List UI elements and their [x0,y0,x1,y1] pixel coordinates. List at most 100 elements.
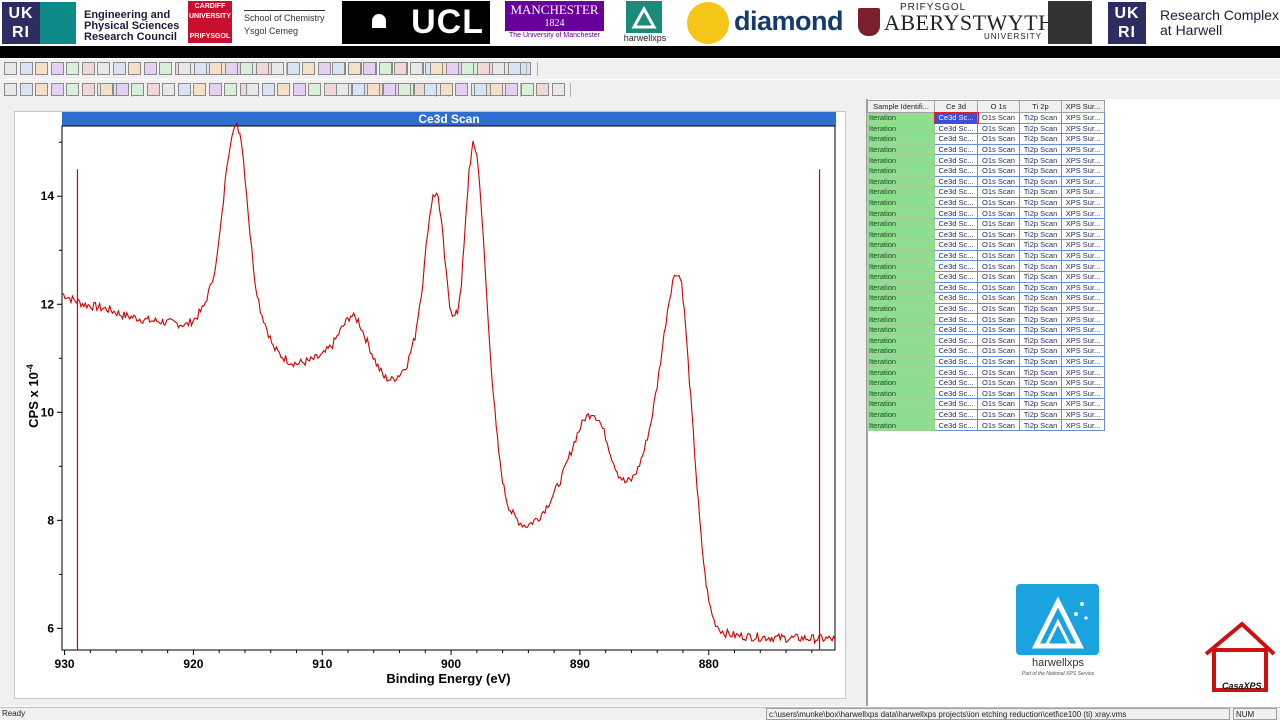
vamas-block-cell[interactable]: Ti2p Scan [1019,186,1062,198]
vamas-block-cell[interactable]: Ti2p Scan [1019,345,1062,357]
toolbar-button-icon[interactable] [382,83,396,96]
vamas-block-cell[interactable]: XPS Sur... [1061,376,1105,389]
toolbar-button-icon[interactable] [551,83,565,96]
toolbar-button-icon[interactable] [520,83,534,96]
column-header-ti2p[interactable]: Ti 2p [1019,100,1062,113]
vamas-block-cell[interactable]: Ti2p Scan [1019,313,1062,325]
vamas-block-cell[interactable]: Ce3d Sc... [934,260,978,272]
vamas-block-cell[interactable]: Ti2p Scan [1019,419,1062,431]
sample-id-cell[interactable]: Iteration [867,143,935,156]
toolbar-button-icon[interactable] [409,62,423,75]
sample-id-cell[interactable]: Iteration [867,345,935,357]
vamas-block-cell[interactable]: O1s Scan [977,133,1020,145]
vamas-block-cell[interactable]: O1s Scan [977,175,1020,188]
sample-id-cell[interactable]: Iteration [867,122,935,135]
vamas-block-cell[interactable]: XPS Sur... [1061,112,1105,124]
toolbar-button-icon[interactable] [97,62,110,75]
vamas-block-cell[interactable]: Ti2p Scan [1019,387,1062,400]
vamas-block-cell[interactable]: XPS Sur... [1061,387,1105,400]
toolbar-button-icon[interactable] [302,62,315,75]
vamas-block-cell[interactable]: O1s Scan [977,281,1020,294]
toolbar-button-icon[interactable] [363,62,376,75]
vamas-block-cell[interactable]: XPS Sur... [1061,398,1105,410]
table-row[interactable]: Iteration Ce3d Sc... O1s Scan Ti2p Scan XPS … [867,196,1105,209]
toolbar-button-icon[interactable] [476,62,490,75]
sample-id-cell[interactable]: Iteration [867,292,935,304]
vamas-block-cell[interactable]: XPS Sur... [1061,249,1105,262]
vamas-block-cell[interactable]: Ti2p Scan [1019,175,1062,188]
toolbar-button-icon[interactable] [66,62,79,75]
sample-id-cell[interactable]: Iteration [867,133,935,145]
column-header-xps-survey[interactable]: XPS Sur... [1061,100,1105,113]
region-markers[interactable] [76,169,821,650]
vamas-block-cell[interactable]: Ce3d Sc... [934,122,978,135]
vamas-block-cell[interactable]: XPS Sur... [1061,323,1105,336]
table-row[interactable]: Iteration Ce3d Sc... O1s Scan Ti2p Scan XPS … [867,122,1105,135]
vamas-block-cell[interactable]: Ce3d Sc... [934,366,978,378]
vamas-block-cell[interactable]: Ce3d Sc... [934,175,978,188]
sample-id-cell[interactable]: Iteration [867,207,935,219]
vamas-block-cell[interactable]: Ce3d Sc... [934,376,978,389]
vamas-block-cell[interactable]: O1s Scan [977,387,1020,400]
column-header-sample-id[interactable]: Sample Identifi... [867,100,935,113]
vamas-block-cell[interactable]: Ce3d Sc... [934,313,978,325]
sample-id-cell[interactable]: Iteration [867,366,935,378]
table-row[interactable]: Iteration Ce3d Sc... O1s Scan Ti2p Scan XPS … [867,270,1105,283]
vamas-block-cell[interactable]: XPS Sur... [1061,196,1105,209]
toolbar-button-icon[interactable] [208,83,222,96]
toolbar-button-icon[interactable] [351,83,365,96]
vamas-block-cell[interactable]: O1s Scan [977,207,1020,219]
toolbar-button-icon[interactable] [439,83,453,96]
toolbar-button-icon[interactable] [193,83,206,96]
toolbar-button-icon[interactable] [336,83,349,96]
vamas-block-cell[interactable]: Ce3d Sc... [934,323,978,336]
vamas-block-cell[interactable]: Ti2p Scan [1019,122,1062,135]
vamas-block-cell[interactable]: Ce3d Sc... [934,164,978,177]
sample-id-cell[interactable]: Iteration [867,302,935,315]
sample-id-cell[interactable]: Iteration [867,154,935,166]
vamas-block-cell[interactable]: O1s Scan [977,376,1020,389]
column-header-ce3d[interactable]: Ce 3d [934,100,978,113]
sample-id-cell[interactable]: Iteration [867,387,935,400]
vamas-block-cell[interactable]: Ti2p Scan [1019,239,1062,251]
table-row[interactable]: Iteration Ce3d Sc... O1s Scan Ti2p Scan XPS … [867,217,1105,230]
toolbar-button-icon[interactable] [35,62,48,75]
table-row[interactable]: Iteration Ce3d Sc... O1s Scan Ti2p Scan XPS … [867,228,1105,241]
vamas-block-cell[interactable]: O1s Scan [977,154,1020,166]
table-row[interactable]: Iteration Ce3d Sc... O1s Scan Ti2p Scan XPS … [867,313,1105,325]
vamas-block-cell[interactable]: Ti2p Scan [1019,217,1062,230]
vamas-block-cell[interactable]: Ti2p Scan [1019,196,1062,209]
vamas-block-cell[interactable]: Ce3d Sc... [934,302,978,315]
sample-id-cell[interactable]: Iteration [867,408,935,421]
vamas-block-cell[interactable]: O1s Scan [977,366,1020,378]
vamas-block-cell[interactable]: Ti2p Scan [1019,260,1062,272]
sample-id-cell[interactable]: Iteration [867,249,935,262]
sample-id-cell[interactable]: Iteration [867,419,935,431]
vamas-block-cell[interactable]: Ti2p Scan [1019,292,1062,304]
spectrum-plot[interactable]: 930 920 910 900 890 880 6 8 10 12 14 Binding Energ… [0,0,866,706]
vamas-block-cell[interactable]: O1s Scan [977,260,1020,272]
vamas-block-cell[interactable]: Ti2p Scan [1019,112,1062,124]
toolbar-button-icon[interactable] [19,62,33,75]
vamas-block-cell[interactable]: Ti2p Scan [1019,302,1062,315]
table-row[interactable]: Iteration Ce3d Sc... O1s Scan Ti2p Scan XPS … [867,111,1105,125]
toolbar-button-icon[interactable] [246,83,259,96]
vamas-block-cell[interactable]: O1s Scan [977,217,1020,230]
table-row[interactable]: Iteration Ce3d Sc... O1s Scan Ti2p Scan XPS … [867,355,1105,368]
table-row[interactable]: Iteration Ce3d Sc... O1s Scan Ti2p Scan XPS … [867,345,1105,357]
vamas-block-cell[interactable]: Ce3d Sc... [934,249,978,262]
vamas-block-cell[interactable]: Ti2p Scan [1019,323,1062,336]
toolbar-button-icon[interactable] [162,83,175,96]
vamas-block-cell[interactable]: XPS Sur... [1061,143,1105,156]
vamas-block-cell[interactable]: XPS Sur... [1061,281,1105,294]
vamas-block-cell[interactable]: O1s Scan [977,249,1020,262]
toolbar-button-icon[interactable] [332,62,345,75]
vamas-block-cell[interactable]: Ce3d Sc... [934,419,978,431]
sample-id-cell[interactable]: Iteration [867,355,935,368]
toolbar-button-icon[interactable] [261,83,275,96]
table-row[interactable]: Iteration Ce3d Sc... O1s Scan Ti2p Scan XPS … [867,302,1105,315]
vamas-block-cell[interactable]: Ti2p Scan [1019,334,1062,347]
vamas-block-cell[interactable]: XPS Sur... [1061,228,1105,241]
sample-id-cell[interactable]: Iteration [867,196,935,209]
vamas-block-cell[interactable]: XPS Sur... [1061,334,1105,347]
